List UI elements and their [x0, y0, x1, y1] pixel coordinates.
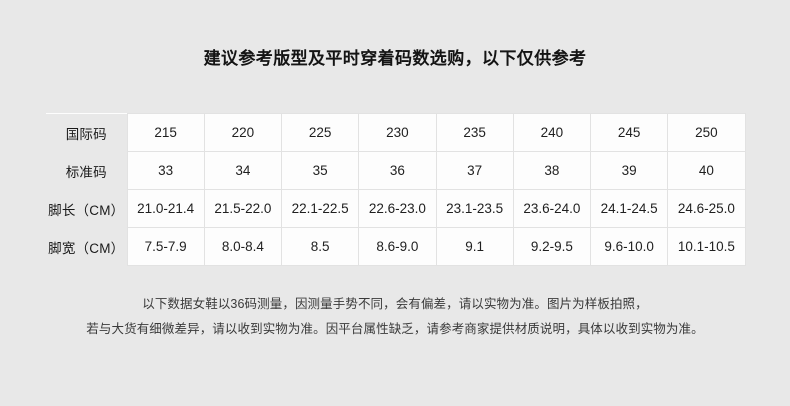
table-row: 标准码 33 34 35 36 37 38 39 40 — [46, 151, 746, 190]
table-cell: 8.0-8.4 — [203, 227, 283, 266]
table-cell: 23.1-23.5 — [435, 189, 514, 228]
table-cell: 8.6-9.0 — [358, 227, 437, 266]
table-cell: 250 — [667, 113, 746, 152]
table-cell: 22.1-22.5 — [280, 189, 360, 228]
table-cell: 225 — [280, 113, 360, 152]
table-cell: 21.5-22.0 — [203, 189, 283, 228]
table-cell: 23.6-24.0 — [512, 189, 592, 228]
footnote-line-1: 以下数据女鞋以36码测量，因测量手势不同，会有偏差，请以实物为准。图片为样板拍照… — [142, 297, 648, 311]
table-cell: 22.6-23.0 — [358, 189, 437, 228]
table-cell: 230 — [358, 113, 437, 152]
table-cell: 220 — [203, 113, 283, 152]
table-cell: 10.1-10.5 — [667, 227, 746, 266]
table-cell: 39 — [589, 151, 669, 190]
table-row: 脚宽（CM） 7.5-7.9 8.0-8.4 8.5 8.6-9.0 9.1 9… — [46, 227, 746, 266]
table-row: 脚长（CM） 21.0-21.4 21.5-22.0 22.1-22.5 22.… — [46, 189, 746, 228]
table-cell: 37 — [435, 151, 514, 190]
footnote-line-2: 若与大货有细微差异，请以收到实物为准。因平台属性缺乏，请参考商家提供材质说明，具… — [86, 322, 704, 336]
table-cell: 9.1 — [435, 227, 514, 266]
table-cell: 9.2-9.5 — [512, 227, 592, 266]
table-cell: 35 — [280, 151, 360, 190]
footnotes: 以下数据女鞋以36码测量，因测量手势不同，会有偏差，请以实物为准。图片为样板拍照… — [0, 292, 790, 342]
row-label-foot-length: 脚长（CM） — [46, 189, 128, 228]
table-cell: 34 — [203, 151, 283, 190]
table-cell: 9.6-10.0 — [589, 227, 669, 266]
table-row: 国际码 215 220 225 230 235 240 245 250 — [46, 113, 746, 152]
table-cell: 245 — [589, 113, 669, 152]
row-label-foot-width: 脚宽（CM） — [46, 227, 128, 266]
size-table-container: 国际码 215 220 225 230 235 240 245 250 标准码 … — [46, 113, 746, 266]
row-label-standard-size: 标准码 — [46, 151, 128, 190]
table-cell: 24.1-24.5 — [589, 189, 669, 228]
table-cell: 38 — [512, 151, 592, 190]
table-cell: 240 — [512, 113, 592, 152]
table-cell: 215 — [126, 113, 205, 152]
row-label-international-size: 国际码 — [46, 113, 128, 152]
table-cell: 40 — [667, 151, 746, 190]
table-cell: 24.6-25.0 — [667, 189, 746, 228]
size-table: 国际码 215 220 225 230 235 240 245 250 标准码 … — [46, 113, 746, 266]
table-cell: 7.5-7.9 — [126, 227, 205, 266]
table-cell: 33 — [126, 151, 205, 190]
table-cell: 21.0-21.4 — [126, 189, 205, 228]
table-cell: 235 — [435, 113, 514, 152]
table-cell: 36 — [358, 151, 437, 190]
page-title: 建议参考版型及平时穿着码数选购，以下仅供参考 — [203, 49, 587, 68]
table-cell: 8.5 — [280, 227, 360, 266]
